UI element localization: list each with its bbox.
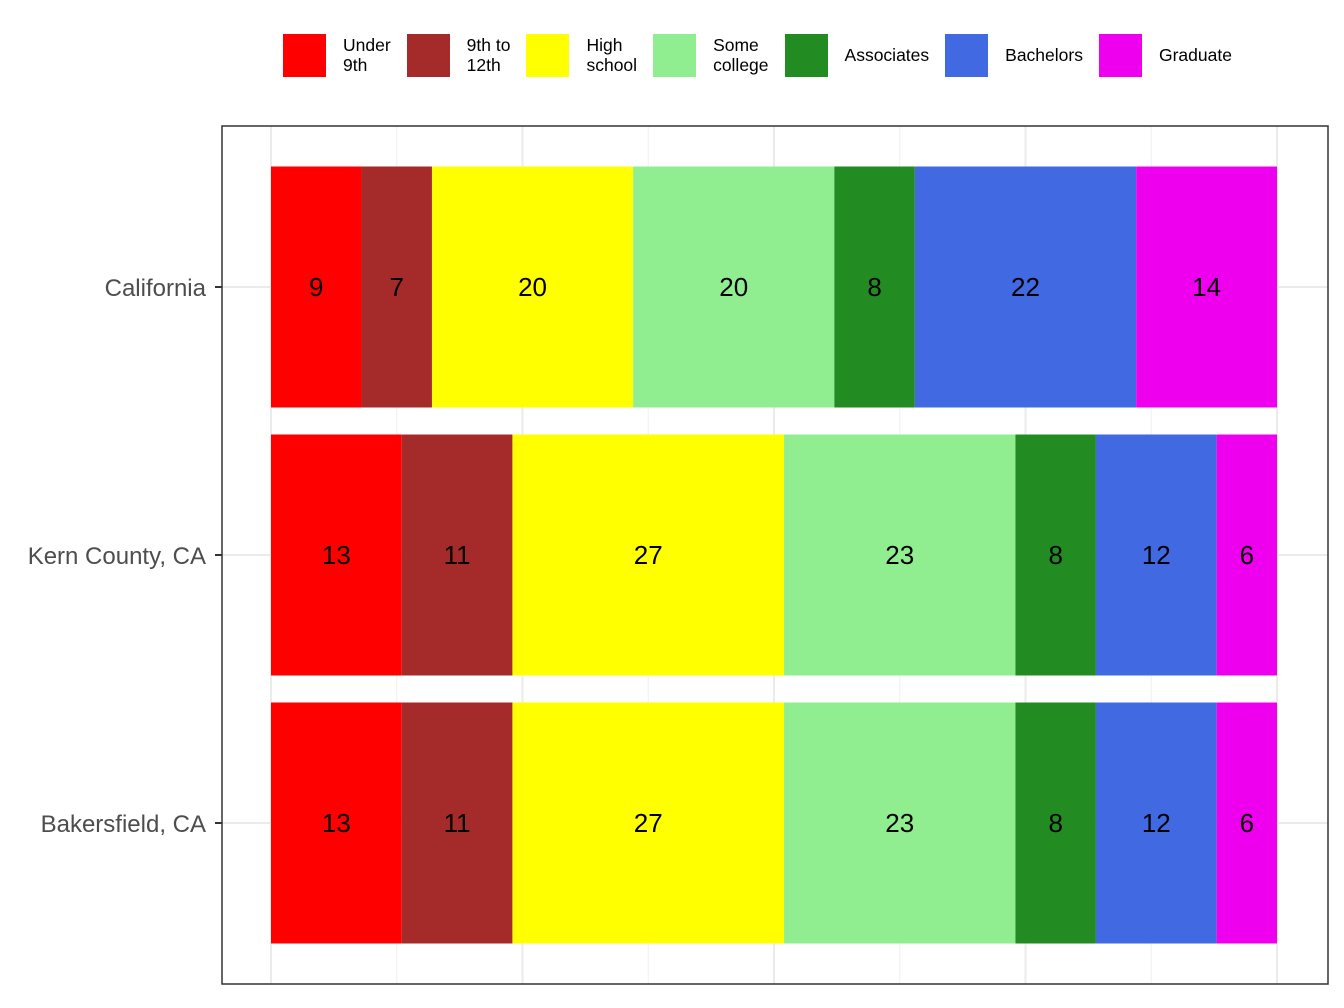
data-label: 11 [444,808,471,838]
legend-label: High school [586,35,638,75]
bar-segment [401,434,513,676]
data-label: 13 [322,808,351,838]
legend-swatch [1098,33,1142,77]
bar-segment [271,166,362,408]
data-label: 23 [885,540,914,570]
bar-segment [1136,166,1277,408]
y-tick-label: Bakersfield, CA [41,811,206,838]
legend-label: Graduate [1158,45,1232,65]
legend-swatch [526,33,570,77]
y-tick-label: California [105,275,207,302]
legend-label: Under 9th [343,35,391,75]
data-label: 23 [885,808,914,838]
bar-segment [431,166,634,408]
bar-segment [1095,434,1217,676]
data-label: 6 [1240,808,1254,838]
data-label: 22 [1011,272,1040,302]
data-label: 14 [1192,272,1221,302]
legend-item: Graduate [1098,33,1232,77]
legend-item: 9th to 12th [406,33,511,77]
data-label: 9 [309,272,323,302]
legend-swatch [945,33,989,77]
bar-segment [633,166,835,408]
legend-item: Some college [653,33,769,77]
y-tick-label: Kern County, CA [28,543,206,570]
bar-segment [1015,702,1096,944]
bar-segment [1095,702,1217,944]
bar-segment [361,166,432,408]
bar-segment [512,434,785,676]
legend-item: Bachelors [945,33,1083,77]
legend-label: Associates [844,45,930,65]
data-label: 8 [867,272,881,302]
legend-label: Bachelors [1005,45,1083,65]
legend-item: Associates [784,33,930,77]
data-label: 27 [634,540,663,570]
bars: 9 7 20 20 8 22 14 13 11 27 23 8 12 6 13 11 27 23 8 12 6 [271,166,1277,944]
data-label: 20 [719,272,748,302]
y-axis: California Kern County, CA Bakersfield, CA [28,275,222,838]
bar-segment [1216,702,1277,944]
data-label: 13 [322,540,351,570]
bar-segment [834,166,915,408]
legend-label: Some college [713,35,769,75]
data-label: 12 [1142,540,1171,570]
data-label: 11 [444,540,471,570]
legend-item: Under 9th [283,33,391,77]
bar-segment [1015,434,1096,676]
legend-item: High school [526,33,638,77]
bar-segment [914,166,1137,408]
bar-segment [784,702,1016,944]
legend-label: 9th to 12th [466,35,511,75]
data-label: 27 [634,808,663,838]
data-label: 12 [1142,808,1171,838]
data-label: 6 [1240,540,1254,570]
bar-segment [512,702,785,944]
bar-segment [401,702,513,944]
legend: Under 9th 9th to 12th High school Some coll… [283,33,1232,77]
data-label: 7 [390,272,404,302]
bar-segment [1216,434,1277,676]
legend-swatch [784,33,828,77]
legend-swatch [283,33,326,77]
data-label: 8 [1048,540,1062,570]
data-label: 20 [518,272,547,302]
data-label: 8 [1048,808,1062,838]
bar-segment [784,434,1016,676]
bar-segment [271,702,402,944]
legend-swatch [406,33,450,77]
legend-swatch [653,33,697,77]
bar-segment [271,434,402,676]
